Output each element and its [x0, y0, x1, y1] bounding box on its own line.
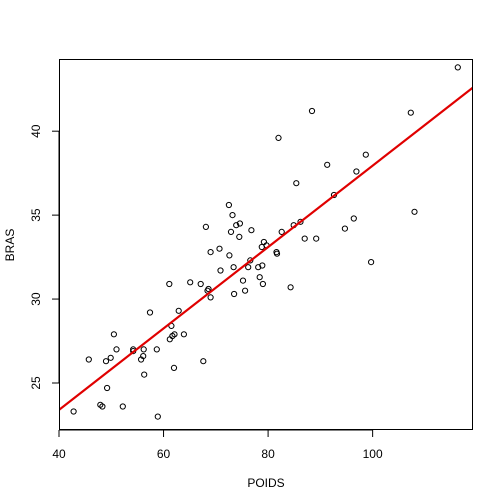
data-point [202, 223, 209, 230]
data-point [104, 384, 111, 392]
data-point [259, 280, 266, 288]
data-point [227, 228, 235, 235]
y-tick-label: 40 [29, 124, 43, 138]
data-point [171, 331, 178, 338]
data-point [411, 208, 418, 215]
x-axis-label: POIDS [247, 476, 284, 490]
y-tick-label: 30 [29, 292, 43, 306]
data-point [217, 267, 224, 274]
regression-line-group [59, 86, 473, 411]
data-point [248, 227, 255, 234]
data-point [278, 228, 285, 235]
data-point [229, 212, 236, 219]
data-point [245, 264, 252, 271]
data-point [454, 64, 461, 71]
data-point [308, 107, 316, 115]
data-point [350, 215, 357, 222]
data-point [146, 309, 154, 316]
data-point [225, 201, 232, 209]
data-point [107, 354, 114, 361]
data-point [233, 222, 240, 229]
data-point [256, 274, 263, 281]
data-point [247, 257, 254, 264]
y-axis: 25 30 35 40 [29, 124, 60, 390]
data-points [70, 64, 461, 420]
data-point [362, 151, 369, 158]
data-point [301, 235, 308, 242]
data-point [70, 408, 77, 415]
data-point [239, 277, 247, 284]
data-point [341, 225, 348, 232]
data-point [180, 331, 187, 338]
data-point [259, 262, 266, 269]
data-point [353, 168, 360, 175]
data-point [200, 358, 207, 365]
data-point [140, 353, 147, 360]
y-tick-label: 25 [29, 376, 43, 390]
data-point [85, 356, 92, 363]
data-point [153, 346, 160, 353]
data-point [293, 180, 300, 187]
data-point [236, 220, 243, 227]
data-point [297, 218, 304, 225]
x-tick-label: 40 [52, 447, 66, 461]
data-point [102, 358, 110, 365]
y-axis-label: BRAS [3, 229, 17, 262]
data-point [324, 161, 331, 168]
data-point [170, 364, 178, 371]
data-point [236, 233, 243, 240]
data-point [230, 264, 237, 271]
data-point [242, 287, 249, 294]
x-tick-label: 100 [363, 447, 383, 461]
data-point [207, 249, 214, 256]
data-point [313, 235, 320, 242]
data-point [226, 252, 233, 259]
x-tick-label: 80 [261, 447, 275, 461]
data-point [407, 109, 414, 116]
x-axis: 40 60 80 100 [52, 429, 383, 461]
data-point [207, 294, 214, 301]
data-point [187, 279, 194, 286]
data-point [231, 290, 238, 298]
y-tick-label: 35 [29, 208, 43, 222]
data-point [275, 134, 282, 141]
regression-line [59, 86, 473, 411]
data-point [113, 346, 120, 353]
data-point [110, 331, 118, 338]
data-point [368, 259, 375, 266]
data-point [205, 285, 212, 293]
data-point [273, 250, 281, 257]
data-point [119, 403, 126, 410]
data-point [140, 346, 147, 353]
data-point [141, 371, 148, 378]
data-point [216, 245, 223, 252]
data-point [166, 280, 173, 288]
data-point [154, 413, 161, 420]
data-point [99, 403, 106, 410]
data-point [175, 307, 182, 314]
data-point [197, 280, 204, 288]
data-point [287, 284, 294, 291]
x-tick-label: 60 [157, 447, 171, 461]
